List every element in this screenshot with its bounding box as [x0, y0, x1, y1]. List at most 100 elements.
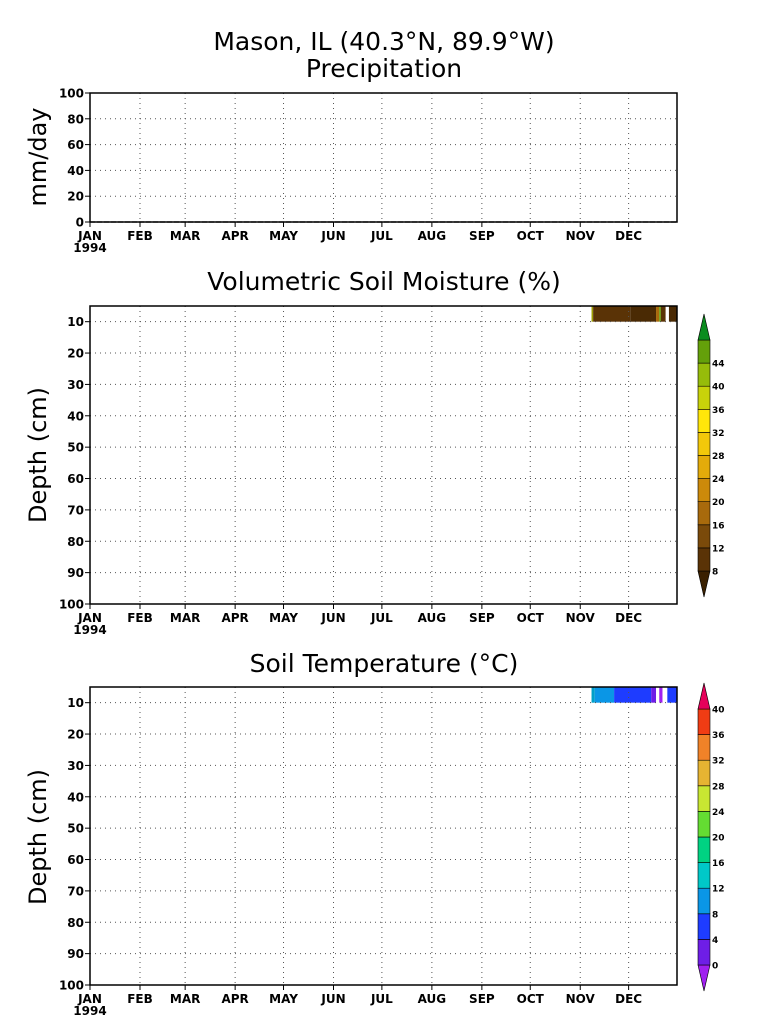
colorbar-label: 24	[712, 808, 725, 818]
y-tick-label: 30	[67, 759, 84, 773]
y-axis-title: mm/day	[24, 108, 52, 207]
y-tick-label: 100	[59, 87, 84, 101]
x-tick-label-year: 1994	[73, 1004, 106, 1018]
plot-frame	[89, 92, 678, 223]
x-tick-label-month: OCT	[517, 992, 545, 1006]
colorbar-swatch	[697, 811, 711, 838]
x-tick-label-month: MAY	[269, 992, 298, 1006]
x-tick-label-year: 1994	[73, 623, 106, 637]
y-tick-label: 40	[67, 164, 84, 178]
colorbar-swatch	[697, 785, 711, 812]
colorbar-label: 24	[712, 475, 725, 485]
colorbar-swatch	[697, 939, 711, 966]
plot-frame	[89, 305, 678, 605]
y-tick-label: 10	[67, 315, 84, 329]
colorbar-label: 12	[712, 885, 725, 895]
colorbar-label: 32	[712, 429, 725, 439]
colorbar-swatch	[697, 570, 711, 598]
colorbar-label: 36	[712, 731, 725, 741]
x-tick-label-month: JUN	[320, 611, 345, 625]
heatmap-cell	[668, 306, 677, 322]
y-tick-label: 60	[67, 138, 84, 152]
heatmap-cell	[630, 306, 657, 322]
colorbar-label: 28	[712, 782, 725, 792]
y-tick-label: 20	[67, 190, 84, 204]
heatmap-cell	[614, 687, 652, 703]
heatmap-cell	[660, 306, 666, 322]
x-tick-label-month: MAR	[170, 611, 200, 625]
x-tick-label-month: MAR	[170, 229, 200, 243]
heatmap-cell	[651, 687, 657, 703]
colorbar-label: 4	[712, 936, 718, 946]
x-tick-label-month: JUN	[320, 992, 345, 1006]
y-tick-label: 100	[59, 598, 84, 612]
heatmap-cell	[594, 687, 615, 703]
colorbar-label: 16	[712, 521, 725, 531]
colorbar-swatch	[697, 362, 711, 387]
chart-panel-2: Volumetric Soil Moisture (%) Depth (cm) 10…	[24, 267, 725, 637]
colorbar-swatch	[697, 524, 711, 549]
colorbar-swatch	[697, 408, 711, 433]
colorbar-label: 20	[712, 834, 725, 844]
colorbar-label: 40	[712, 383, 725, 393]
colorbar-label: 12	[712, 544, 725, 554]
heatmap-cell	[662, 687, 668, 703]
x-tick-label-month: NOV	[566, 229, 596, 243]
heatmap-cell	[591, 306, 594, 322]
heatmap-cell	[591, 687, 595, 703]
colorbar-swatch	[697, 339, 711, 364]
x-tick-label-month: DEC	[615, 229, 642, 243]
y-tick-label: 70	[67, 503, 84, 517]
y-tick-label: 40	[67, 790, 84, 804]
panel-title: Soil Temperature (°C)	[250, 649, 519, 678]
y-tick-label: 80	[67, 112, 84, 126]
y-tick-label: 0	[76, 216, 84, 230]
colorbar-label: 40	[712, 706, 725, 716]
heatmap-cell	[659, 687, 663, 703]
y-tick-label: 30	[67, 378, 84, 392]
x-tick-label-year: 1994	[73, 241, 106, 255]
y-tick-label: 20	[67, 347, 84, 361]
y-tick-label: 50	[67, 441, 84, 455]
x-tick-label-month: FEB	[127, 611, 153, 625]
x-tick-label-month: APR	[221, 992, 248, 1006]
y-tick-label: 90	[67, 947, 84, 961]
x-tick-label-month: JUL	[370, 992, 393, 1006]
x-tick-label-month: SEP	[469, 229, 495, 243]
colorbar-swatch	[697, 708, 711, 735]
colorbar-swatch	[697, 385, 711, 410]
colorbar-swatch	[697, 682, 711, 710]
chart-panel-3: Soil Temperature (°C)Depth (cm)102030405…	[24, 649, 725, 1018]
colorbar-swatch	[697, 455, 711, 479]
colorbar: 8 12 16 20 24 28 32 36 40 44	[697, 313, 725, 598]
heatmap-cell	[667, 687, 677, 703]
x-tick-label-month: SEP	[469, 992, 495, 1006]
x-tick-label-month: JUL	[370, 611, 393, 625]
station-title: Mason, IL (40.3°N, 89.9°W)	[213, 27, 554, 56]
y-tick-label: 80	[67, 916, 84, 930]
colorbar-label: 36	[712, 406, 725, 416]
panel-title: Volumetric Soil Moisture (%)	[207, 267, 561, 296]
x-tick-label-month: APR	[221, 229, 248, 243]
colorbar: 0 4 8 12 16 20 24 28 32 36 40	[697, 682, 725, 992]
colorbar-swatch	[697, 313, 711, 341]
x-tick-label-month: AUG	[418, 992, 447, 1006]
x-tick-label-month: NOV	[566, 992, 596, 1006]
colorbar-swatch	[697, 759, 711, 787]
colorbar-label: 16	[712, 859, 725, 869]
y-tick-label: 60	[67, 853, 84, 867]
colorbar-label: 28	[712, 452, 725, 462]
panel-title: Precipitation	[306, 54, 462, 83]
x-tick-label-month: AUG	[418, 229, 447, 243]
y-axis-title: Depth (cm)	[24, 387, 52, 523]
y-tick-label: 80	[67, 535, 84, 549]
x-tick-label-month: MAR	[170, 992, 200, 1006]
y-tick-label: 10	[67, 696, 84, 710]
x-tick-label-month: DEC	[615, 611, 642, 625]
x-tick-label-month: DEC	[615, 992, 642, 1006]
plot-frame	[89, 686, 678, 986]
colorbar-swatch	[697, 547, 711, 572]
x-tick-label-month: NOV	[566, 611, 596, 625]
x-tick-label-month: OCT	[517, 229, 545, 243]
